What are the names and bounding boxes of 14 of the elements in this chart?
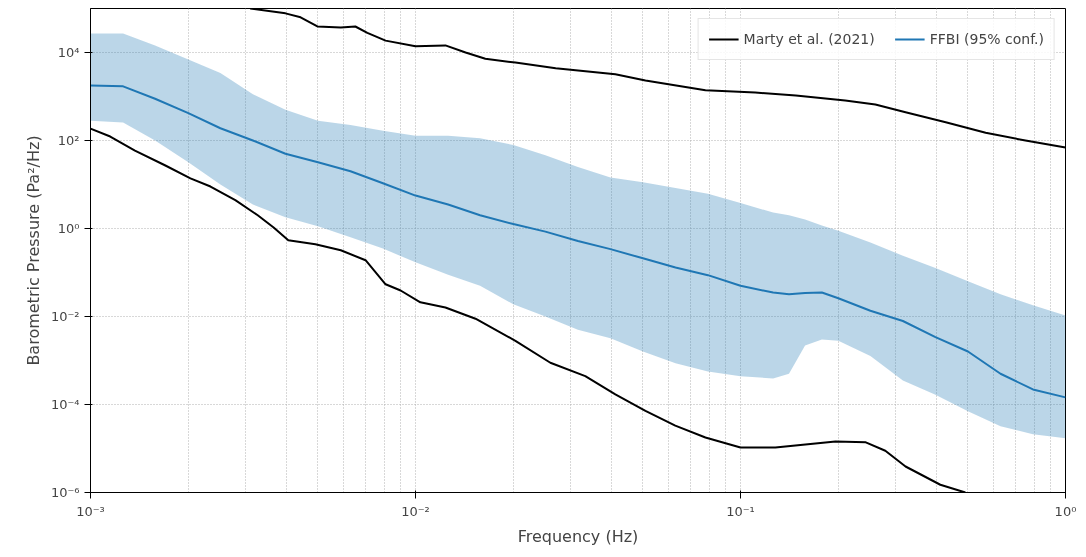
y-tick-label: 10⁻² (50, 309, 80, 324)
legend-label: FFBI (95% conf.) (929, 31, 1044, 47)
y-axis-title: Barometric Pressure (Pa²/Hz) (23, 135, 43, 366)
x-tick-label: 10⁰ (1054, 503, 1077, 519)
y-tick-label: 10⁴ (57, 45, 80, 60)
x-axis-title: Frequency (Hz) (517, 526, 639, 546)
y-tick-label: 10⁰ (57, 221, 80, 236)
x-tick-label: 10⁻³ (76, 503, 105, 519)
y-tick-label: 10⁻⁶ (50, 485, 80, 500)
legend-label: Marty et al. (2021) (743, 31, 875, 47)
y-tick-label: 10² (57, 133, 80, 148)
x-tick-label: 10⁻² (401, 503, 430, 519)
y-tick-label: 10⁻⁴ (50, 397, 80, 412)
x-tick-label: 10⁻¹ (726, 503, 755, 519)
